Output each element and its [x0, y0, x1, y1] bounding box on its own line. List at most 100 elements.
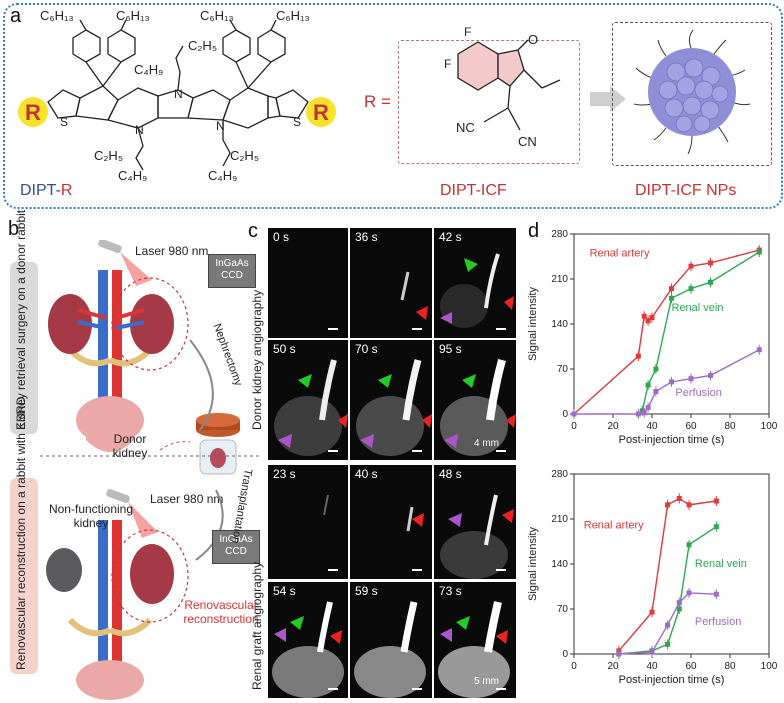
x-axis-label: Post-injection time (s) — [619, 674, 725, 686]
c4h9-top: C₄H₉ — [134, 62, 163, 77]
data-point — [713, 498, 719, 504]
side-tab-top — [10, 262, 38, 434]
dipt-r-label: DIPT-R — [20, 182, 73, 199]
series-line — [618, 497, 717, 652]
data-point — [571, 411, 577, 417]
laser-label-bottom: Laser 980 nm — [150, 492, 224, 506]
y-axis-label: Signal intensity — [527, 527, 539, 601]
series-label: Renal artery — [590, 248, 650, 260]
data-point — [688, 263, 694, 269]
c6h13-2: C₆H₁₃ — [116, 8, 150, 23]
data-point — [645, 405, 651, 411]
series-label: Perfusion — [695, 616, 741, 628]
scale-bottom-text: 5 mm — [474, 676, 499, 687]
ccd-camera-bottom: InGaAs CCD — [212, 530, 260, 564]
x-tick-label: 80 — [724, 421, 736, 432]
frame-top-3: 42 s — [434, 228, 516, 338]
c6h13-4: C₆H₁₃ — [276, 8, 310, 23]
c4h9-left: C₄H₉ — [118, 168, 147, 183]
data-point — [669, 286, 674, 292]
panel-b-letter: b — [8, 218, 20, 240]
y-tick-label: 210 — [551, 274, 568, 285]
series-label: Renal vein — [672, 302, 724, 314]
x-tick-label: 0 — [571, 661, 577, 672]
icf-label: DIPT-ICF — [440, 182, 507, 199]
data-point — [713, 524, 719, 530]
frame-top-2: 36 s — [350, 228, 432, 338]
nps-label: DIPT-ICF NPs — [635, 182, 737, 199]
icf-structure: F F O NC CN — [444, 25, 561, 149]
x-tick-label: 80 — [724, 661, 736, 672]
frame-bottom-5: 59 s — [350, 582, 432, 698]
side-text-c-bottom: Renal graft angiography — [250, 561, 264, 690]
series-line — [618, 526, 717, 655]
x-tick-label: 100 — [761, 661, 778, 672]
data-point — [616, 651, 622, 657]
r-equals: R = — [364, 92, 391, 111]
data-point — [756, 347, 762, 353]
y-axis-label: Signal intensity — [527, 287, 539, 361]
data-point — [669, 379, 674, 385]
data-point — [676, 600, 682, 606]
series-line — [574, 349, 760, 415]
data-point — [649, 649, 655, 655]
y-tick-label: 70 — [557, 364, 569, 375]
data-point — [686, 502, 692, 508]
frame-top-6: 95 s 4 mm — [434, 340, 516, 460]
x-tick-label: 40 — [646, 661, 658, 672]
donor-kidney-label: Donor kidney — [112, 432, 148, 460]
nanoparticle-icon — [633, 29, 751, 155]
y-tick-label: 280 — [551, 229, 568, 240]
series-line — [618, 592, 717, 655]
svg-text:N: N — [216, 119, 225, 133]
c6h13-3: C₆H₁₃ — [200, 8, 234, 23]
data-point — [635, 411, 641, 417]
data-point — [713, 591, 719, 597]
data-point — [645, 318, 651, 324]
side-tab-bottom — [10, 478, 38, 674]
c4h9-right: C₄H₉ — [208, 168, 237, 183]
surgery-illustration — [40, 240, 260, 700]
data-point — [665, 622, 671, 628]
panel-a-letter: a — [10, 5, 22, 27]
series-label: Perfusion — [675, 387, 721, 399]
nps-box — [612, 22, 772, 166]
data-point — [708, 260, 713, 266]
frame-bottom-2: 40 s — [350, 465, 432, 579]
icf-box — [398, 40, 580, 164]
frame-top-5: 70 s — [350, 340, 432, 460]
ccd-camera-top: InGaAs CCD — [208, 254, 256, 288]
series-line — [573, 249, 760, 415]
frame-bottom-1: 23 s — [268, 465, 348, 579]
x-tick-label: 40 — [646, 421, 658, 432]
data-point — [641, 313, 647, 319]
data-point — [669, 295, 674, 301]
svg-text:NC: NC — [456, 120, 475, 135]
frame-top-1: 0 s — [268, 228, 348, 338]
svg-text:S: S — [60, 115, 68, 129]
data-point — [649, 609, 655, 615]
x-tick-label: 20 — [607, 421, 619, 432]
data-point — [686, 542, 692, 548]
series-label: Renal artery — [584, 520, 644, 532]
chart-bottom: 0 20 40 60 80 100 0 70 140 210 280 Post-injection t… — [527, 469, 778, 686]
side-text-c-top: Donor kidney angiography — [250, 289, 264, 430]
arrow-icon — [590, 86, 626, 112]
panel-d-letter: d — [528, 220, 540, 242]
laser-label-top: Laser 980 nm — [135, 244, 209, 258]
dipt-r-structure: R R S S N N N C₆H₁₃ C₆H₁₃ C₆H₁₃ C₆H₁₃ C₂… — [18, 8, 336, 183]
data-point — [676, 495, 682, 501]
frame-bottom-4: 54 s — [268, 582, 348, 698]
x-tick-label: 100 — [761, 421, 778, 432]
data-point — [676, 606, 682, 612]
x-tick-label: 20 — [607, 661, 619, 672]
c6h13-1: C₆H₁₃ — [40, 8, 74, 23]
data-point — [665, 502, 671, 508]
y-tick-label: 140 — [551, 559, 568, 570]
svg-text:CN: CN — [518, 134, 537, 149]
c2h5-left: C₂H₅ — [94, 148, 123, 163]
data-point — [665, 641, 671, 647]
r-left: R — [25, 100, 41, 125]
x-axis-label: Post-injection time (s) — [619, 434, 725, 446]
y-tick-label: 210 — [551, 514, 568, 525]
